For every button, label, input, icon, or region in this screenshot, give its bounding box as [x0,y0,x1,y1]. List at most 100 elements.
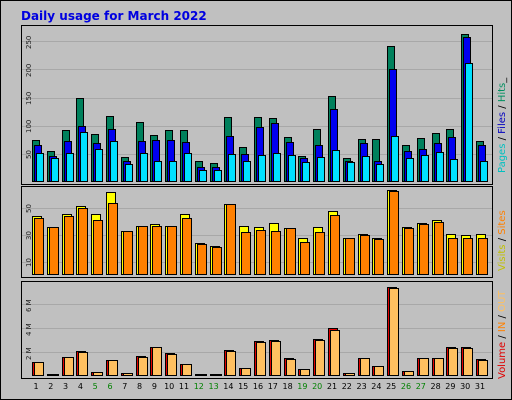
x-tick-label: 7 [122,382,128,391]
pages-bar [65,152,74,182]
in-bar [374,366,385,376]
legend-part: / [497,133,508,144]
x-tick-label: 2 [48,382,54,391]
sites-bar [256,229,266,275]
legend-part: Pages [497,143,508,173]
pages-bar [110,141,118,182]
pages-bar [317,157,326,182]
in-bar [300,368,311,376]
sites-bar [182,217,192,275]
chart-title: Daily usage for March 2022 [21,9,207,23]
pages-bar [213,169,222,182]
in-bar [152,347,163,376]
x-tick-label: 10 [164,382,175,391]
pages-bar [346,161,355,182]
x-tick-label: 11 [178,382,190,391]
in-bar [256,342,266,376]
in-bar [226,350,237,376]
x-tick-label: 25 [386,382,397,391]
sites-bar [448,237,459,275]
pages-bar [332,150,340,182]
sites-bar [270,231,281,275]
in-bar [196,374,207,376]
pages-bar [243,160,252,182]
sites-bar [374,239,385,275]
x-tick-label: 6 [107,382,113,391]
in-bar [63,356,74,376]
sites-bar [167,225,178,275]
x-tick-label: 14 [223,382,234,391]
pages-bar [480,161,488,182]
gridline [22,304,492,305]
pages-bar [154,160,163,182]
pages-bar [95,149,104,182]
x-tick-label: 8 [137,382,143,391]
pages-bar [465,62,474,182]
x-tick-label: 22 [341,382,352,391]
sites-bar [359,235,370,275]
sites-bar [404,228,414,275]
in-bar [463,348,474,376]
x-tick-label: 27 [415,382,426,391]
pages-bar [169,160,178,182]
in-bar [478,360,488,376]
hits-panel-legend: Pages / Files / Hits_ [497,78,508,173]
legend-part: Volume [497,341,508,379]
legend-part: Hits [497,82,508,103]
in-bar [122,373,133,376]
legend-part: / [497,234,508,245]
in-bar [137,356,148,376]
x-tick-label: 13 [208,382,219,391]
pages-bar [302,161,311,182]
x-tick-label: 28 [430,382,441,391]
pages-bar [272,152,281,182]
sites-bar [389,191,400,275]
sites-bar [300,241,311,275]
pages-bar [198,169,207,182]
visits-panel: 10 30 50 [21,186,493,278]
gridline [22,41,492,43]
x-tick-label: 31 [474,382,486,391]
sites-bar [48,227,59,275]
sites-bar [137,225,148,275]
pages-bar [406,158,414,182]
visits-panel-legend: Visits / Sites [497,210,508,271]
y-tick-label: 250 [25,35,33,49]
legend-part: _ [497,77,508,83]
sites-bar [344,237,355,275]
pages-bar [124,163,133,182]
sites-bar [196,244,207,275]
x-tick-label: 17 [267,382,278,391]
y-tick-label: 200 [25,63,33,77]
pages-bar [420,154,429,182]
sites-bar [63,216,74,275]
x-tick-label: 23 [356,382,367,391]
in-bar [330,330,340,376]
in-bar [433,358,444,376]
in-bar [418,358,429,376]
sites-bar [122,231,133,275]
in-bar [211,374,222,376]
legend-part: Sites [497,210,508,235]
pages-bar [139,152,148,182]
y-tick-label: 100 [25,119,33,134]
x-tick-label: 3 [63,382,69,391]
x-tick-label: 12 [193,382,204,391]
x-tick-label: 9 [151,382,157,391]
pages-bar [36,152,44,182]
sites-bar [315,232,326,275]
x-tick-label: 4 [77,382,83,391]
in-bar [167,354,178,376]
x-tick-label: 1 [33,382,39,391]
pages-bar [287,154,296,182]
x-tick-label: 19 [297,382,308,391]
x-tick-label: 24 [371,382,382,391]
y-tick-label: 2 M [25,346,33,360]
pages-bar [435,151,444,182]
legend-part: / [497,311,508,322]
y-tick-label: 4 M [25,322,33,336]
x-tick-label: 15 [238,382,249,391]
x-tick-label: 20 [312,382,323,391]
y-tick-label: 6 M [25,298,33,312]
